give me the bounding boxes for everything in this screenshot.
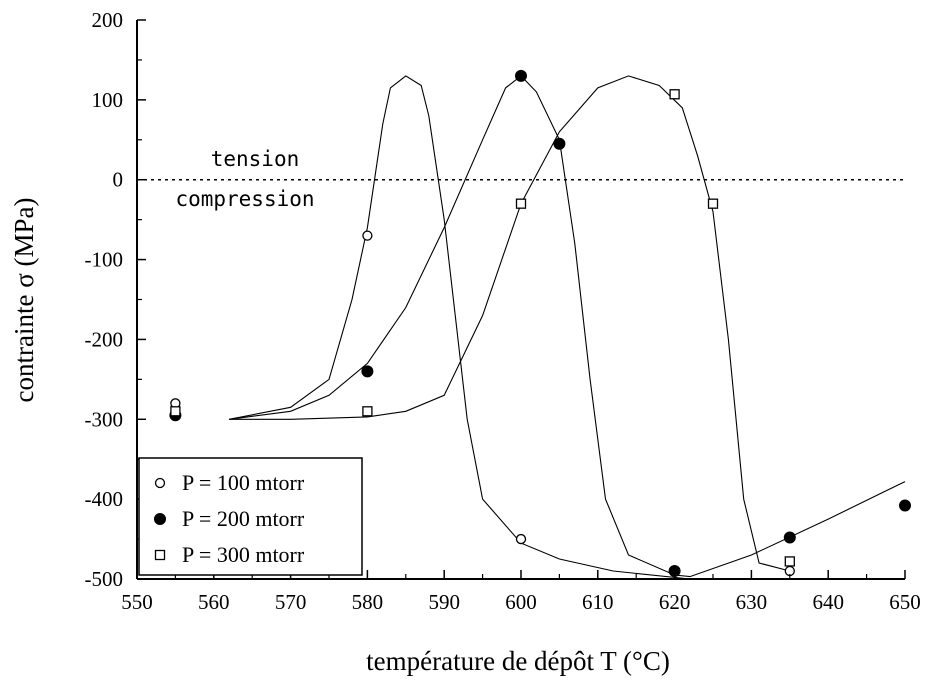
x-tick-label: 600 <box>505 590 537 614</box>
data-point-series-3 <box>362 406 373 417</box>
y-axis-title: contrainte σ (MPa) <box>9 198 39 403</box>
x-tick-label: 650 <box>889 590 921 614</box>
y-tick-label: 0 <box>113 168 124 192</box>
x-tick-label: 560 <box>198 590 230 614</box>
legend-marker-series-1 <box>154 477 166 489</box>
data-point-series-2 <box>783 531 796 544</box>
x-tick-label: 570 <box>275 590 307 614</box>
x-tick-label: 610 <box>582 590 614 614</box>
x-axis-ticks: 550 560 570 580 590 600 610 620 630 640 650 <box>121 570 921 614</box>
data-point-series-3 <box>669 89 680 100</box>
compression-label: compression <box>175 187 314 211</box>
legend-box <box>138 457 363 576</box>
legend: P = 100 mtorr P = 200 mtorr P = 300 mtorr <box>138 457 363 576</box>
x-axis-title: température de dépôt T (°C) <box>366 646 670 676</box>
y-tick-label: -500 <box>85 567 124 591</box>
data-point-series-1 <box>515 533 527 545</box>
y-tick-label: -300 <box>85 407 124 431</box>
data-point-series-3 <box>170 406 181 417</box>
legend-label-series-2: P = 200 mtorr <box>182 506 305 531</box>
legend-marker-series-2 <box>154 513 166 525</box>
legend-marker-series-3 <box>154 549 166 561</box>
x-tick-label: 620 <box>659 590 691 614</box>
annotations: tension compression <box>175 147 314 211</box>
data-point-series-2 <box>553 137 566 150</box>
data-point-series-3 <box>515 198 527 209</box>
data-point-series-3 <box>707 198 719 209</box>
x-tick-label: 640 <box>812 590 844 614</box>
x-tick-label: 590 <box>428 590 460 614</box>
legend-label-series-3: P = 300 mtorr <box>182 542 305 567</box>
fit-curve-series-2 <box>229 75 906 578</box>
x-tick-label: 630 <box>736 590 768 614</box>
fit-curve-series-1 <box>229 75 691 580</box>
x-tick-label: 550 <box>121 590 153 614</box>
y-tick-label: -100 <box>85 248 124 272</box>
y-tick-label: 100 <box>92 88 124 112</box>
data-point-series-3 <box>784 556 795 567</box>
legend-label-series-1: P = 100 mtorr <box>182 470 305 495</box>
data-markers <box>169 69 911 578</box>
data-point-series-1 <box>362 230 373 241</box>
y-tick-label: -200 <box>85 327 124 351</box>
tension-label: tension <box>211 147 300 171</box>
y-axis-ticks: -500 -400 -300 -200 -100 0 100 200 <box>85 8 146 591</box>
data-point-series-2 <box>515 69 527 82</box>
x-tick-label: 580 <box>352 590 384 614</box>
y-tick-label: 200 <box>92 8 124 32</box>
fit-curve-series-3 <box>229 75 790 572</box>
data-point-series-2 <box>361 365 374 378</box>
fit-curves <box>229 75 906 580</box>
data-point-series-2 <box>899 499 911 512</box>
y-tick-label: -400 <box>85 487 124 511</box>
